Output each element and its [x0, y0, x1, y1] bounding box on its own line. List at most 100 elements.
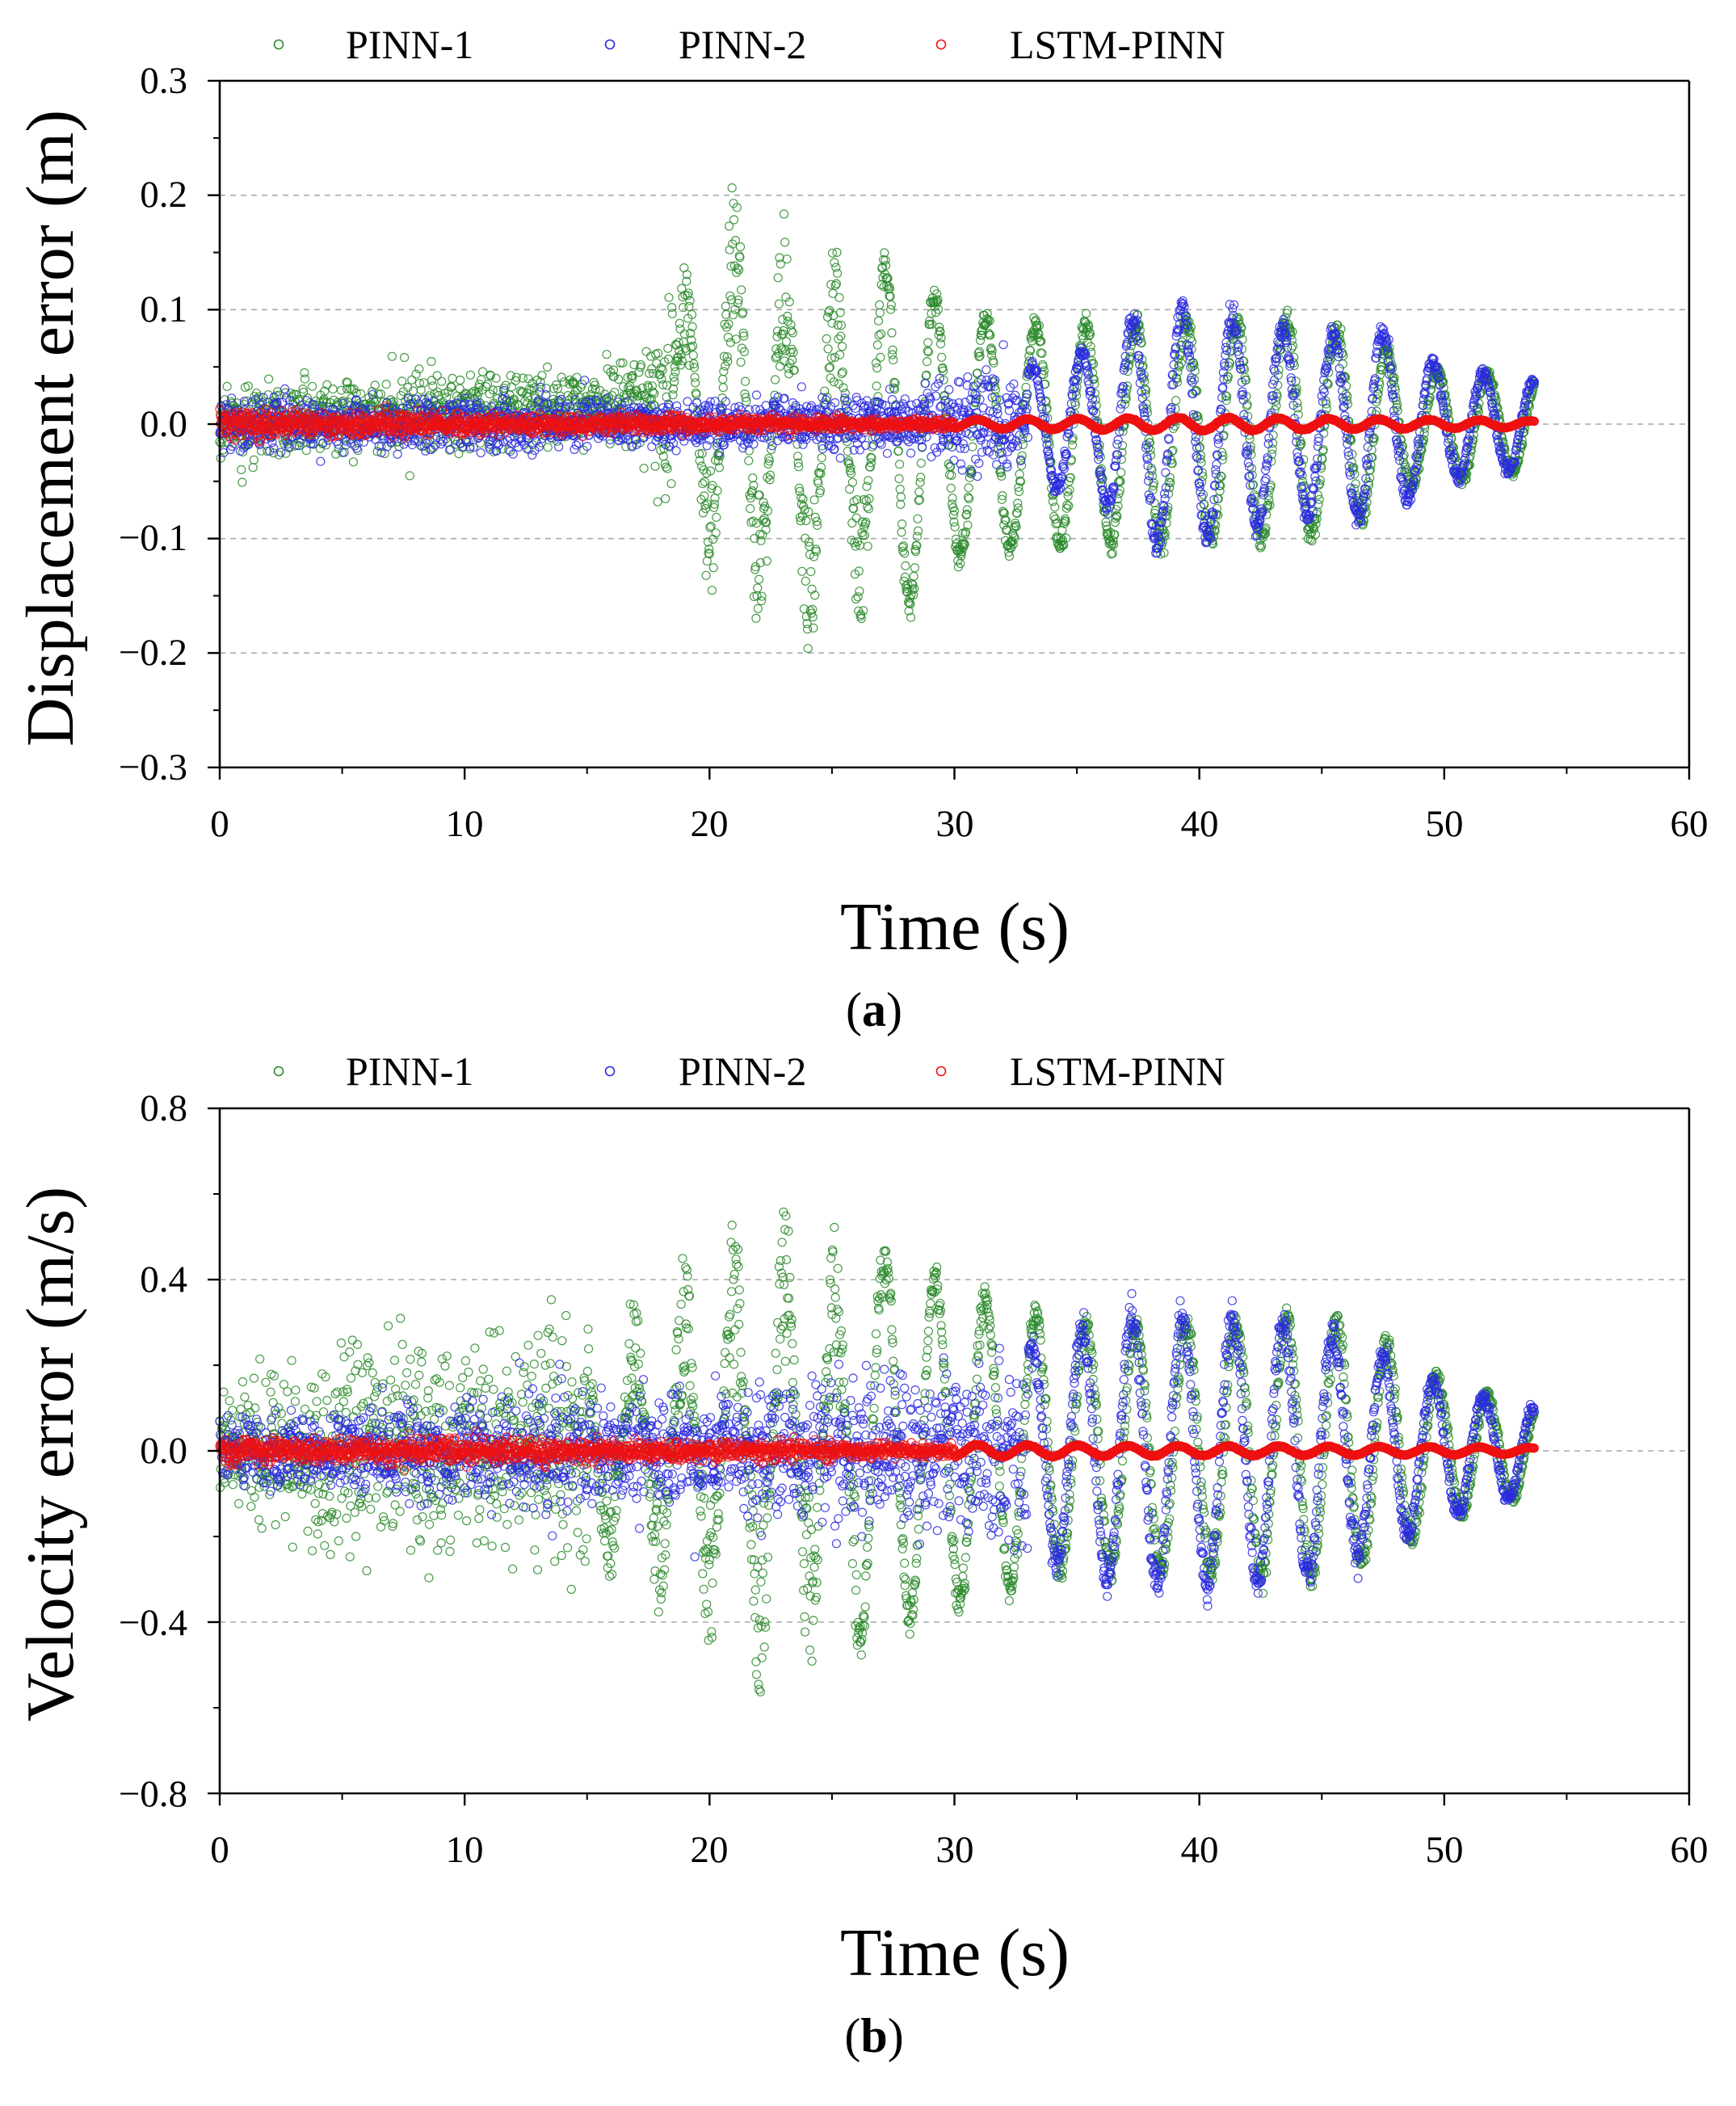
data-point [427, 376, 437, 385]
data-point [808, 612, 818, 622]
data-point [688, 341, 698, 351]
data-point [722, 352, 732, 362]
data-point [739, 331, 749, 341]
data-point [518, 388, 528, 397]
data-point [320, 386, 330, 396]
data-point [661, 494, 670, 503]
data-point [828, 288, 838, 298]
data-point [653, 497, 662, 507]
data-point [590, 380, 600, 390]
data-point [735, 242, 746, 252]
data-point [763, 506, 773, 516]
data-point [677, 355, 687, 366]
data-point [658, 380, 668, 389]
data-point [666, 303, 677, 313]
data-point [831, 279, 842, 288]
data-point [709, 499, 720, 509]
data-point [830, 280, 840, 290]
data-point [832, 247, 842, 257]
data-point [647, 364, 657, 374]
data-point [725, 291, 735, 301]
data-point [803, 644, 813, 654]
data-point [367, 401, 376, 410]
data-point [797, 566, 807, 576]
data-point [414, 364, 424, 374]
data-point [707, 586, 717, 595]
data-point [411, 369, 421, 379]
data-point [826, 353, 836, 363]
data-point [834, 334, 843, 344]
data-point [338, 396, 348, 406]
data-point [400, 352, 410, 363]
data-point [747, 486, 757, 496]
data-point [675, 360, 686, 370]
data-point [837, 342, 847, 351]
data-point [775, 361, 785, 372]
data-point [669, 372, 679, 382]
data-point [812, 516, 822, 527]
data-point [738, 328, 748, 338]
data-point [648, 368, 658, 378]
data-point [343, 384, 352, 394]
data-point [755, 557, 766, 568]
data-point [428, 443, 439, 452]
data-point [381, 380, 391, 389]
data-point [274, 450, 284, 460]
data-point [801, 576, 810, 586]
data-point [603, 364, 612, 374]
data-point [792, 452, 803, 461]
data-point [822, 334, 831, 343]
data-point [704, 549, 714, 559]
data-point [727, 183, 737, 193]
data-point [444, 445, 455, 455]
data-point [804, 537, 814, 547]
data-point [645, 368, 654, 378]
data-point [688, 351, 698, 360]
data-point [741, 393, 750, 402]
data-point [788, 328, 798, 338]
data-point [746, 493, 755, 503]
data-point [664, 401, 675, 410]
data-point [749, 481, 759, 490]
data-point [543, 443, 553, 452]
data-point [760, 502, 770, 511]
data-point [654, 348, 663, 358]
data-point [331, 449, 341, 459]
data-point [557, 372, 566, 382]
data-point [632, 385, 641, 395]
data-point [280, 388, 290, 397]
data-point [613, 374, 624, 385]
data-point [295, 397, 305, 406]
data-point [336, 385, 346, 395]
data-point [485, 371, 495, 380]
data-point [762, 556, 771, 566]
data-point [506, 371, 515, 380]
data-point [777, 345, 787, 355]
data-point [714, 463, 725, 473]
data-point [610, 388, 620, 397]
data-point [748, 473, 758, 483]
data-point [820, 386, 830, 396]
data-point [764, 456, 774, 466]
data-point [786, 326, 797, 335]
data-point [756, 536, 766, 545]
data-point [776, 259, 785, 269]
data-point [763, 473, 772, 482]
data-point [740, 376, 750, 386]
data-point [689, 363, 700, 372]
data-point [772, 332, 782, 342]
data-point [698, 479, 708, 489]
data-point [703, 537, 713, 547]
data-point [514, 401, 523, 410]
data-point [649, 389, 659, 398]
data-point [465, 370, 476, 380]
data-point [605, 439, 615, 449]
data-point [670, 376, 679, 387]
data-point [629, 359, 639, 370]
data-point [637, 383, 647, 393]
data-point [753, 583, 763, 593]
data-point [541, 384, 552, 393]
data-point [780, 238, 790, 247]
data-point [810, 591, 820, 600]
data-point [824, 307, 834, 317]
